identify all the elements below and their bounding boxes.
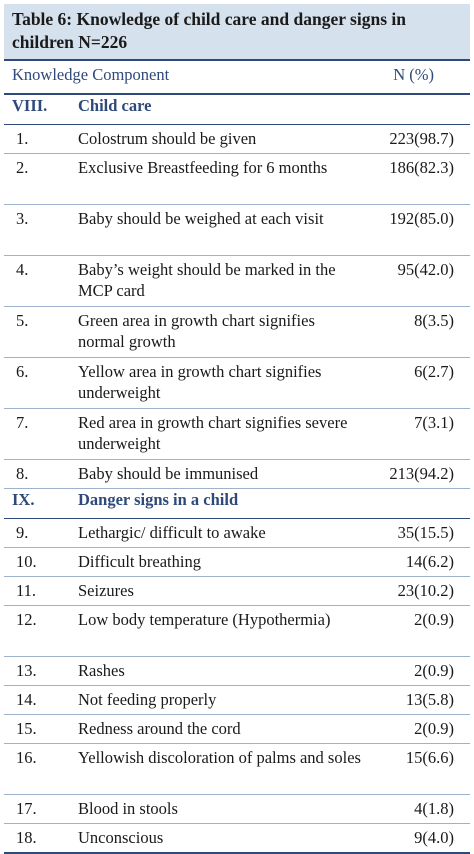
table-row: 3. Baby should be weighed at each visit 19… <box>4 204 470 256</box>
row-n-percent: 95(42.0) <box>364 255 470 307</box>
row-component-text: Green area in growth chart signifies nor… <box>78 306 364 358</box>
section-header-row: IX. Danger signs in a child <box>4 488 470 519</box>
row-n-percent: 7(3.1) <box>364 408 470 460</box>
row-number: 3. <box>4 204 78 256</box>
section-header-row: VIII. Child care <box>4 94 470 125</box>
row-n-percent: 9(4.0) <box>364 823 470 854</box>
row-component-text: Rashes <box>78 656 364 686</box>
table-row: 14. Not feeding properly 13(5.8) <box>4 685 470 715</box>
table-row: 11. Seizures 23(10.2) <box>4 576 470 606</box>
row-component-text: Unconscious <box>78 823 364 854</box>
table-row: 2. Exclusive Breastfeeding for 6 months 18… <box>4 153 470 205</box>
row-number: 15. <box>4 714 78 744</box>
row-component-text: Redness around the cord <box>78 714 364 744</box>
table-container: Table 6: Knowledge of child care and dan… <box>4 4 470 854</box>
table-row: 10. Difficult breathing 14(6.2) <box>4 547 470 577</box>
row-number: 9. <box>4 518 78 548</box>
header-knowledge-component: Knowledge Component <box>4 61 364 95</box>
row-component-text: Blood in stools <box>78 794 364 824</box>
row-component-text: Yellow area in growth chart signifies un… <box>78 357 364 409</box>
row-number: 8. <box>4 459 78 489</box>
row-n-percent: 14(6.2) <box>364 547 470 577</box>
row-number: 4. <box>4 255 78 307</box>
section-title: Danger signs in a child <box>78 488 470 519</box>
table-row: 9. Lethargic/ difficult to awake 35(15.5) <box>4 518 470 548</box>
row-number: 10. <box>4 547 78 577</box>
table-row: 4. Baby’s weight should be marked in the … <box>4 255 470 307</box>
knowledge-table: Knowledge Component N (%) VIII. Child car… <box>4 61 470 854</box>
row-component-text: Lethargic/ difficult to awake <box>78 518 364 548</box>
table-row: 15. Redness around the cord 2(0.9) <box>4 714 470 744</box>
row-n-percent: 2(0.9) <box>364 656 470 686</box>
table-row: 5. Green area in growth chart signifies n… <box>4 306 470 358</box>
row-number: 7. <box>4 408 78 460</box>
row-n-percent: 6(2.7) <box>364 357 470 409</box>
row-number: 16. <box>4 743 78 795</box>
row-number: 11. <box>4 576 78 606</box>
row-number: 2. <box>4 153 78 205</box>
row-n-percent: 2(0.9) <box>364 605 470 657</box>
row-n-percent: 186(82.3) <box>364 153 470 205</box>
table-row: 8. Baby should be immunised 213(94.2) <box>4 459 470 489</box>
table-row: 1. Colostrum should be given 223(98.7) <box>4 124 470 154</box>
row-n-percent: 8(3.5) <box>364 306 470 358</box>
table-row: 13. Rashes 2(0.9) <box>4 656 470 686</box>
header-n-percent: N (%) <box>364 61 470 95</box>
row-component-text: Exclusive Breastfeeding for 6 months <box>78 153 364 205</box>
row-component-text: Difficult breathing <box>78 547 364 577</box>
table-row: 17. Blood in stools 4(1.8) <box>4 794 470 824</box>
row-number: 17. <box>4 794 78 824</box>
row-n-percent: 2(0.9) <box>364 714 470 744</box>
row-number: 5. <box>4 306 78 358</box>
row-component-text: Colostrum should be given <box>78 124 364 154</box>
row-component-text: Yellowish discoloration of palms and sol… <box>78 743 364 795</box>
row-component-text: Seizures <box>78 576 364 606</box>
table-row: 16. Yellowish discoloration of palms and … <box>4 743 470 795</box>
section-title: Child care <box>78 94 470 125</box>
row-number: 6. <box>4 357 78 409</box>
table-header-row: Knowledge Component N (%) <box>4 61 470 95</box>
table-row: 6. Yellow area in growth chart signifies … <box>4 357 470 409</box>
row-component-text: Red area in growth chart signifies sever… <box>78 408 364 460</box>
row-component-text: Baby should be weighed at each visit <box>78 204 364 256</box>
row-number: 18. <box>4 823 78 854</box>
row-number: 12. <box>4 605 78 657</box>
table-row: 18. Unconscious 9(4.0) <box>4 823 470 854</box>
row-component-text: Not feeding properly <box>78 685 364 715</box>
table-row: 12. Low body temperature (Hypothermia) 2(0… <box>4 605 470 657</box>
table-caption: Table 6: Knowledge of child care and dan… <box>4 4 470 61</box>
row-number: 13. <box>4 656 78 686</box>
section-roman-numeral: IX. <box>4 488 78 519</box>
row-component-text: Baby should be immunised <box>78 459 364 489</box>
row-n-percent: 13(5.8) <box>364 685 470 715</box>
row-n-percent: 15(6.6) <box>364 743 470 795</box>
row-n-percent: 4(1.8) <box>364 794 470 824</box>
row-n-percent: 35(15.5) <box>364 518 470 548</box>
section-roman-numeral: VIII. <box>4 94 78 125</box>
row-n-percent: 192(85.0) <box>364 204 470 256</box>
table-row: 7. Red area in growth chart signifies sev… <box>4 408 470 460</box>
row-component-text: Baby’s weight should be marked in the MC… <box>78 255 364 307</box>
row-component-text: Low body temperature (Hypothermia) <box>78 605 364 657</box>
row-number: 1. <box>4 124 78 154</box>
row-n-percent: 213(94.2) <box>364 459 470 489</box>
row-number: 14. <box>4 685 78 715</box>
row-n-percent: 23(10.2) <box>364 576 470 606</box>
row-n-percent: 223(98.7) <box>364 124 470 154</box>
table-body: VIII. Child care 1. Colostrum should be giv… <box>4 94 470 854</box>
